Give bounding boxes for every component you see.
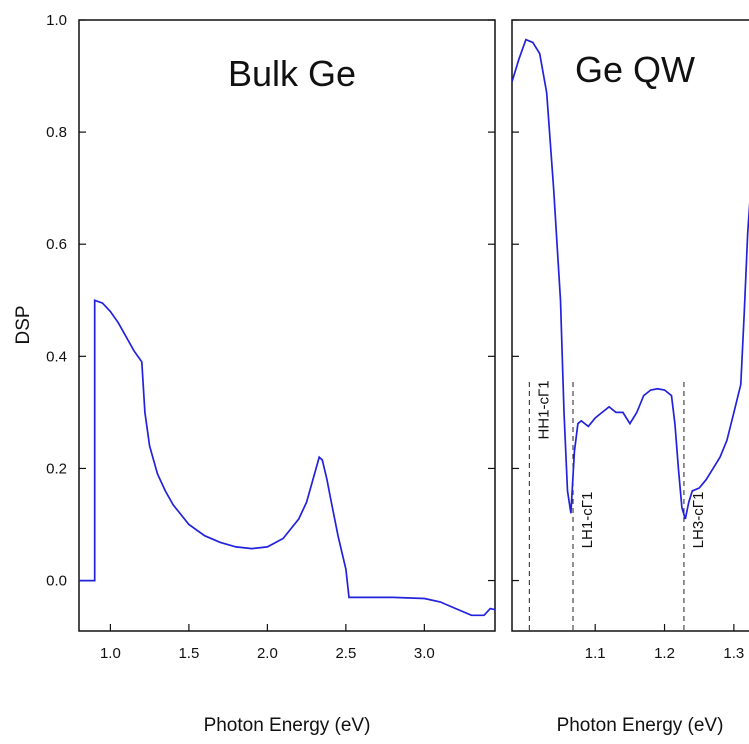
bulk-ge-plot-frame [78, 19, 496, 632]
y-tick-label: 1.0 [46, 12, 67, 29]
ge-qw-plot-frame [511, 19, 749, 632]
y-tick-label: 0.6 [46, 236, 67, 253]
ge-qw-x-axis-title: Photon Energy (eV) [557, 715, 724, 736]
y-axis-ticks: 0.0 0.2 0.4 0.6 0.8 1.0 [46, 12, 495, 590]
y-tick-label: 0.4 [46, 348, 67, 365]
x-tick-label: 2.5 [335, 645, 356, 662]
ge-qw-x-axis-ticks: 1.1 1.2 1.3 [585, 624, 744, 662]
transition-label: LH1-cΓ1 [579, 492, 596, 549]
x-tick-label: 1.2 [654, 645, 675, 662]
bulk-ge-panel-title: Bulk Ge [228, 53, 356, 94]
ge-qw-dsp-curve [511, 38, 749, 520]
bulk-ge-dsp-curve [79, 299, 496, 617]
x-axis-ticks: 1.0 1.5 2.0 2.5 3.0 [100, 624, 435, 662]
bulk-ge-panel: 0.0 0.2 0.4 0.6 0.8 1.0 1.0 1.5 2.0 2.5 3.0 Bulk … [13, 12, 496, 736]
y-tick-label: 0.2 [46, 460, 67, 477]
y-axis-title: DSP [13, 305, 34, 344]
ge-qw-y-axis-ticks [512, 19, 519, 582]
y-tick-label: 0.0 [46, 573, 67, 590]
ge-qw-panel-title: Ge QW [575, 49, 695, 90]
x-tick-label: 1.0 [100, 645, 121, 662]
x-tick-label: 2.0 [257, 645, 278, 662]
x-tick-label: 1.3 [723, 645, 744, 662]
y-tick-label: 0.8 [46, 124, 67, 141]
x-tick-label: 1.1 [585, 645, 606, 662]
transition-label: LH3-cΓ1 [690, 492, 707, 549]
x-tick-label: 1.5 [178, 645, 199, 662]
x-tick-label: 3.0 [414, 645, 435, 662]
transition-label: HH1-cΓ1 [535, 380, 552, 439]
bulk-ge-x-axis-title: Photon Energy (eV) [204, 715, 371, 736]
